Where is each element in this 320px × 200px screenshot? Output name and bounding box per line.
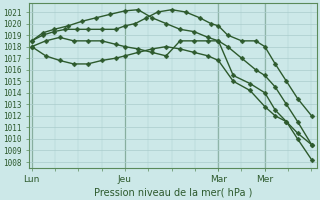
- X-axis label: Pression niveau de la mer( hPa ): Pression niveau de la mer( hPa ): [94, 187, 252, 197]
